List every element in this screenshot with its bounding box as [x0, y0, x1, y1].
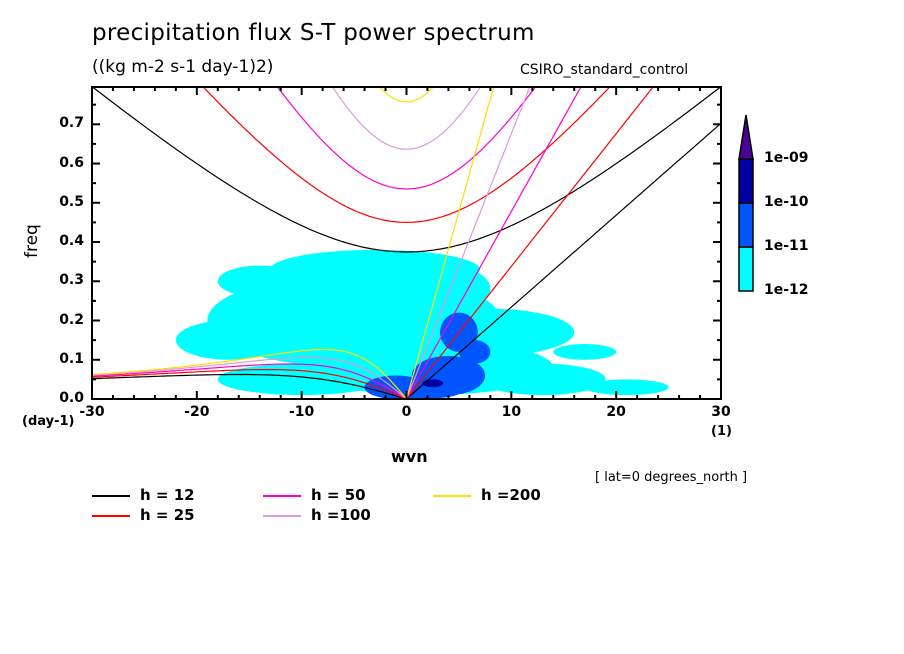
contour-region-6	[175, 320, 281, 360]
y-tick-label: 0.4	[59, 233, 84, 250]
rossby-curve-h12	[92, 373, 407, 399]
kelvin-curve-h200	[405, 87, 495, 399]
contour-region-8	[584, 379, 669, 396]
contour-region-5	[479, 363, 606, 396]
colorbar-label: 1e-09	[764, 150, 809, 166]
kelvin-curve-h50	[405, 87, 582, 399]
dataset-label: CSIRO_standard_control	[520, 62, 689, 78]
colorbar-label: 1e-12	[764, 282, 809, 298]
colorbar-label: 1e-10	[764, 194, 809, 210]
legend-swatch	[92, 515, 130, 517]
x-tick-label: -30	[79, 404, 105, 420]
kelvin-curve-h25	[406, 87, 654, 399]
contour-region-4	[406, 308, 575, 356]
y-tick-label: 0.7	[59, 115, 84, 132]
colorbar-segment-0	[738, 246, 754, 292]
legend-swatch	[263, 495, 301, 497]
legend-label: h = 12	[140, 486, 195, 504]
x-axis-label: wvn	[391, 447, 428, 466]
rossby-curve-h25	[92, 369, 407, 399]
chart-title: precipitation flux S-T power spectrum	[92, 20, 535, 46]
y-axis-units: (day-1)	[22, 414, 75, 429]
contour-region-2	[217, 363, 386, 396]
rossby-curve-h200	[92, 348, 407, 399]
ig-curve-h200	[379, 87, 434, 103]
x-tick-label: 30	[711, 404, 731, 420]
rossby-curve-h50	[92, 363, 407, 399]
contour-region-7	[406, 265, 491, 313]
y-tick-label: 0.0	[59, 390, 84, 406]
ig-curve-h25	[202, 87, 611, 224]
y-tick-label: 0.6	[59, 154, 84, 171]
legend-label: h =100	[311, 506, 371, 524]
rossby-curve-h100	[92, 356, 407, 399]
x-tick-label: 20	[606, 404, 626, 420]
x-tick-label: 10	[501, 404, 522, 420]
x-tick-label: 0	[401, 404, 412, 420]
contour-region-10	[553, 344, 617, 360]
kelvin-curve-h100	[405, 87, 531, 399]
legend-swatch	[92, 495, 130, 497]
y-tick-label: 0.2	[59, 311, 84, 328]
contour-region-9	[217, 265, 302, 297]
latitude-annotation: [ lat=0 degrees_north ]	[595, 470, 748, 485]
contour-field	[175, 249, 669, 399]
colorbar-label: 1e-11	[764, 238, 809, 254]
dispersion-curves	[92, 87, 721, 399]
y-tick-label: 0.3	[59, 272, 84, 289]
x-axis-units: (1)	[711, 424, 732, 439]
axis-ticks	[91, 87, 722, 400]
ig-curve-h50	[276, 87, 537, 190]
ig-curve-h100	[331, 87, 482, 150]
contour-region-16	[422, 379, 444, 388]
colorbar-extend-arrow	[738, 114, 754, 160]
x-tick-label: -10	[289, 404, 315, 420]
legend-swatch	[433, 495, 471, 497]
kelvin-curve-h12	[406, 122, 721, 399]
colorbar-segment-1	[738, 202, 754, 248]
colorbar	[738, 114, 754, 292]
ig-curve-h12	[92, 87, 721, 253]
colorbar-segment-2	[738, 158, 754, 204]
contour-region-13	[458, 340, 491, 364]
legend-label: h = 50	[311, 486, 366, 504]
legend-swatch	[263, 515, 301, 517]
legend-label: h =200	[481, 486, 541, 504]
legend-label: h = 25	[140, 506, 195, 524]
y-tick-label: 0.5	[59, 193, 84, 210]
y-tick-label: 0.1	[59, 350, 84, 367]
chart-units: ((kg m-2 s-1 day-1)2)	[92, 57, 274, 77]
x-tick-label: -20	[184, 404, 210, 420]
